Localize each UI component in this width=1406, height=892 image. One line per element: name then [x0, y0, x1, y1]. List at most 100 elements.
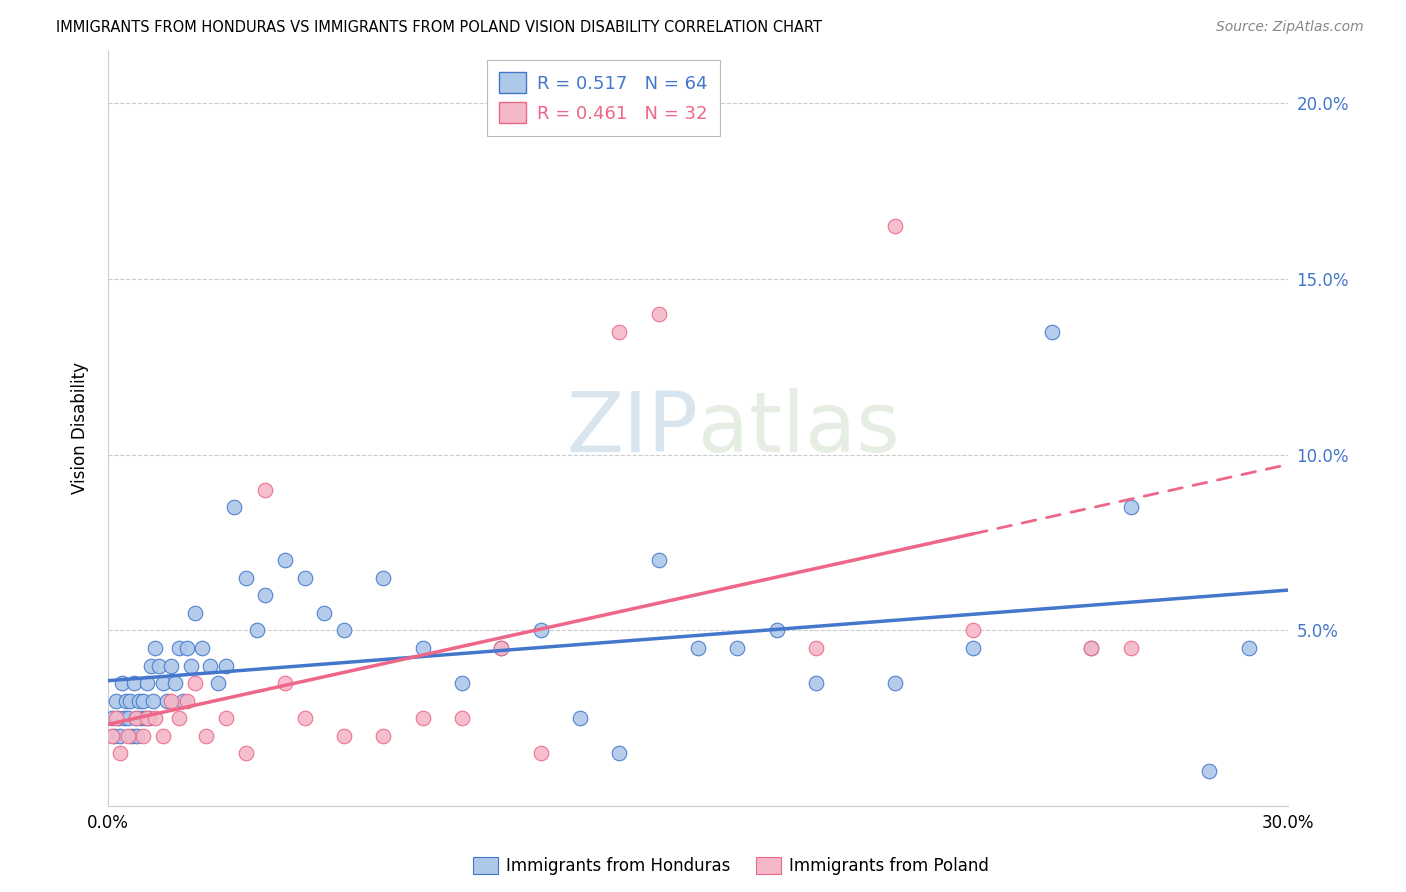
Point — [176, 693, 198, 707]
Point — [647, 553, 669, 567]
Point — [156, 693, 179, 707]
Point — [491, 640, 513, 655]
Point — [725, 640, 748, 655]
Point — [373, 729, 395, 743]
Point — [127, 729, 149, 743]
Point — [491, 640, 513, 655]
Point — [333, 624, 356, 638]
Point — [274, 553, 297, 567]
Point — [152, 729, 174, 743]
Point — [134, 711, 156, 725]
Point — [122, 676, 145, 690]
Point — [804, 640, 827, 655]
Point — [124, 711, 146, 725]
Point — [883, 219, 905, 234]
Point — [104, 693, 127, 707]
Point — [1198, 764, 1220, 778]
Point — [163, 676, 186, 690]
Point — [143, 711, 166, 725]
Point — [333, 729, 356, 743]
Point — [962, 624, 984, 638]
Point — [962, 640, 984, 655]
Point — [152, 676, 174, 690]
Point — [160, 658, 183, 673]
Y-axis label: Vision Disability: Vision Disability — [72, 362, 89, 494]
Point — [222, 500, 245, 515]
Point — [254, 588, 277, 602]
Point — [136, 676, 159, 690]
Point — [108, 747, 131, 761]
Point — [765, 624, 787, 638]
Text: IMMIGRANTS FROM HONDURAS VS IMMIGRANTS FROM POLAND VISION DISABILITY CORRELATION: IMMIGRANTS FROM HONDURAS VS IMMIGRANTS F… — [56, 20, 823, 35]
Point — [128, 693, 150, 707]
Point — [195, 729, 218, 743]
Point — [804, 676, 827, 690]
Point — [132, 693, 155, 707]
Point — [132, 729, 155, 743]
Point — [108, 729, 131, 743]
Point — [117, 729, 139, 743]
Point — [167, 711, 190, 725]
Point — [686, 640, 709, 655]
Point — [215, 711, 238, 725]
Point — [124, 711, 146, 725]
Point — [294, 711, 316, 725]
Point — [246, 624, 269, 638]
Point — [883, 676, 905, 690]
Legend: R = 0.517   N = 64, R = 0.461   N = 32: R = 0.517 N = 64, R = 0.461 N = 32 — [486, 60, 720, 136]
Point — [191, 640, 214, 655]
Point — [141, 658, 163, 673]
Point — [200, 658, 222, 673]
Point — [176, 640, 198, 655]
Point — [180, 658, 202, 673]
Point — [114, 693, 136, 707]
Point — [138, 711, 160, 725]
Point — [1119, 500, 1142, 515]
Point — [118, 693, 141, 707]
Point — [207, 676, 229, 690]
Point — [412, 640, 434, 655]
Point — [314, 606, 336, 620]
Point — [607, 747, 630, 761]
Text: ZIP: ZIP — [567, 388, 697, 469]
Point — [167, 640, 190, 655]
Point — [215, 658, 238, 673]
Point — [142, 693, 165, 707]
Point — [373, 571, 395, 585]
Point — [112, 711, 135, 725]
Point — [172, 693, 194, 707]
Point — [1080, 640, 1102, 655]
Point — [117, 711, 139, 725]
Point — [530, 624, 553, 638]
Point — [121, 729, 143, 743]
Point — [412, 711, 434, 725]
Text: Source: ZipAtlas.com: Source: ZipAtlas.com — [1216, 20, 1364, 34]
Point — [607, 325, 630, 339]
Point — [183, 676, 205, 690]
Legend: Immigrants from Honduras, Immigrants from Poland: Immigrants from Honduras, Immigrants fro… — [465, 849, 997, 884]
Point — [104, 711, 127, 725]
Point — [294, 571, 316, 585]
Point — [107, 711, 129, 725]
Point — [101, 711, 124, 725]
Point — [143, 640, 166, 655]
Point — [647, 307, 669, 321]
Point — [530, 747, 553, 761]
Point — [131, 711, 153, 725]
Point — [160, 693, 183, 707]
Point — [1119, 640, 1142, 655]
Point — [1237, 640, 1260, 655]
Point — [183, 606, 205, 620]
Point — [569, 711, 592, 725]
Point — [451, 676, 474, 690]
Point — [136, 711, 159, 725]
Point — [148, 658, 170, 673]
Point — [274, 676, 297, 690]
Point — [235, 747, 257, 761]
Text: atlas: atlas — [697, 388, 900, 469]
Point — [111, 676, 134, 690]
Point — [103, 729, 125, 743]
Point — [1040, 325, 1063, 339]
Point — [101, 729, 124, 743]
Point — [235, 571, 257, 585]
